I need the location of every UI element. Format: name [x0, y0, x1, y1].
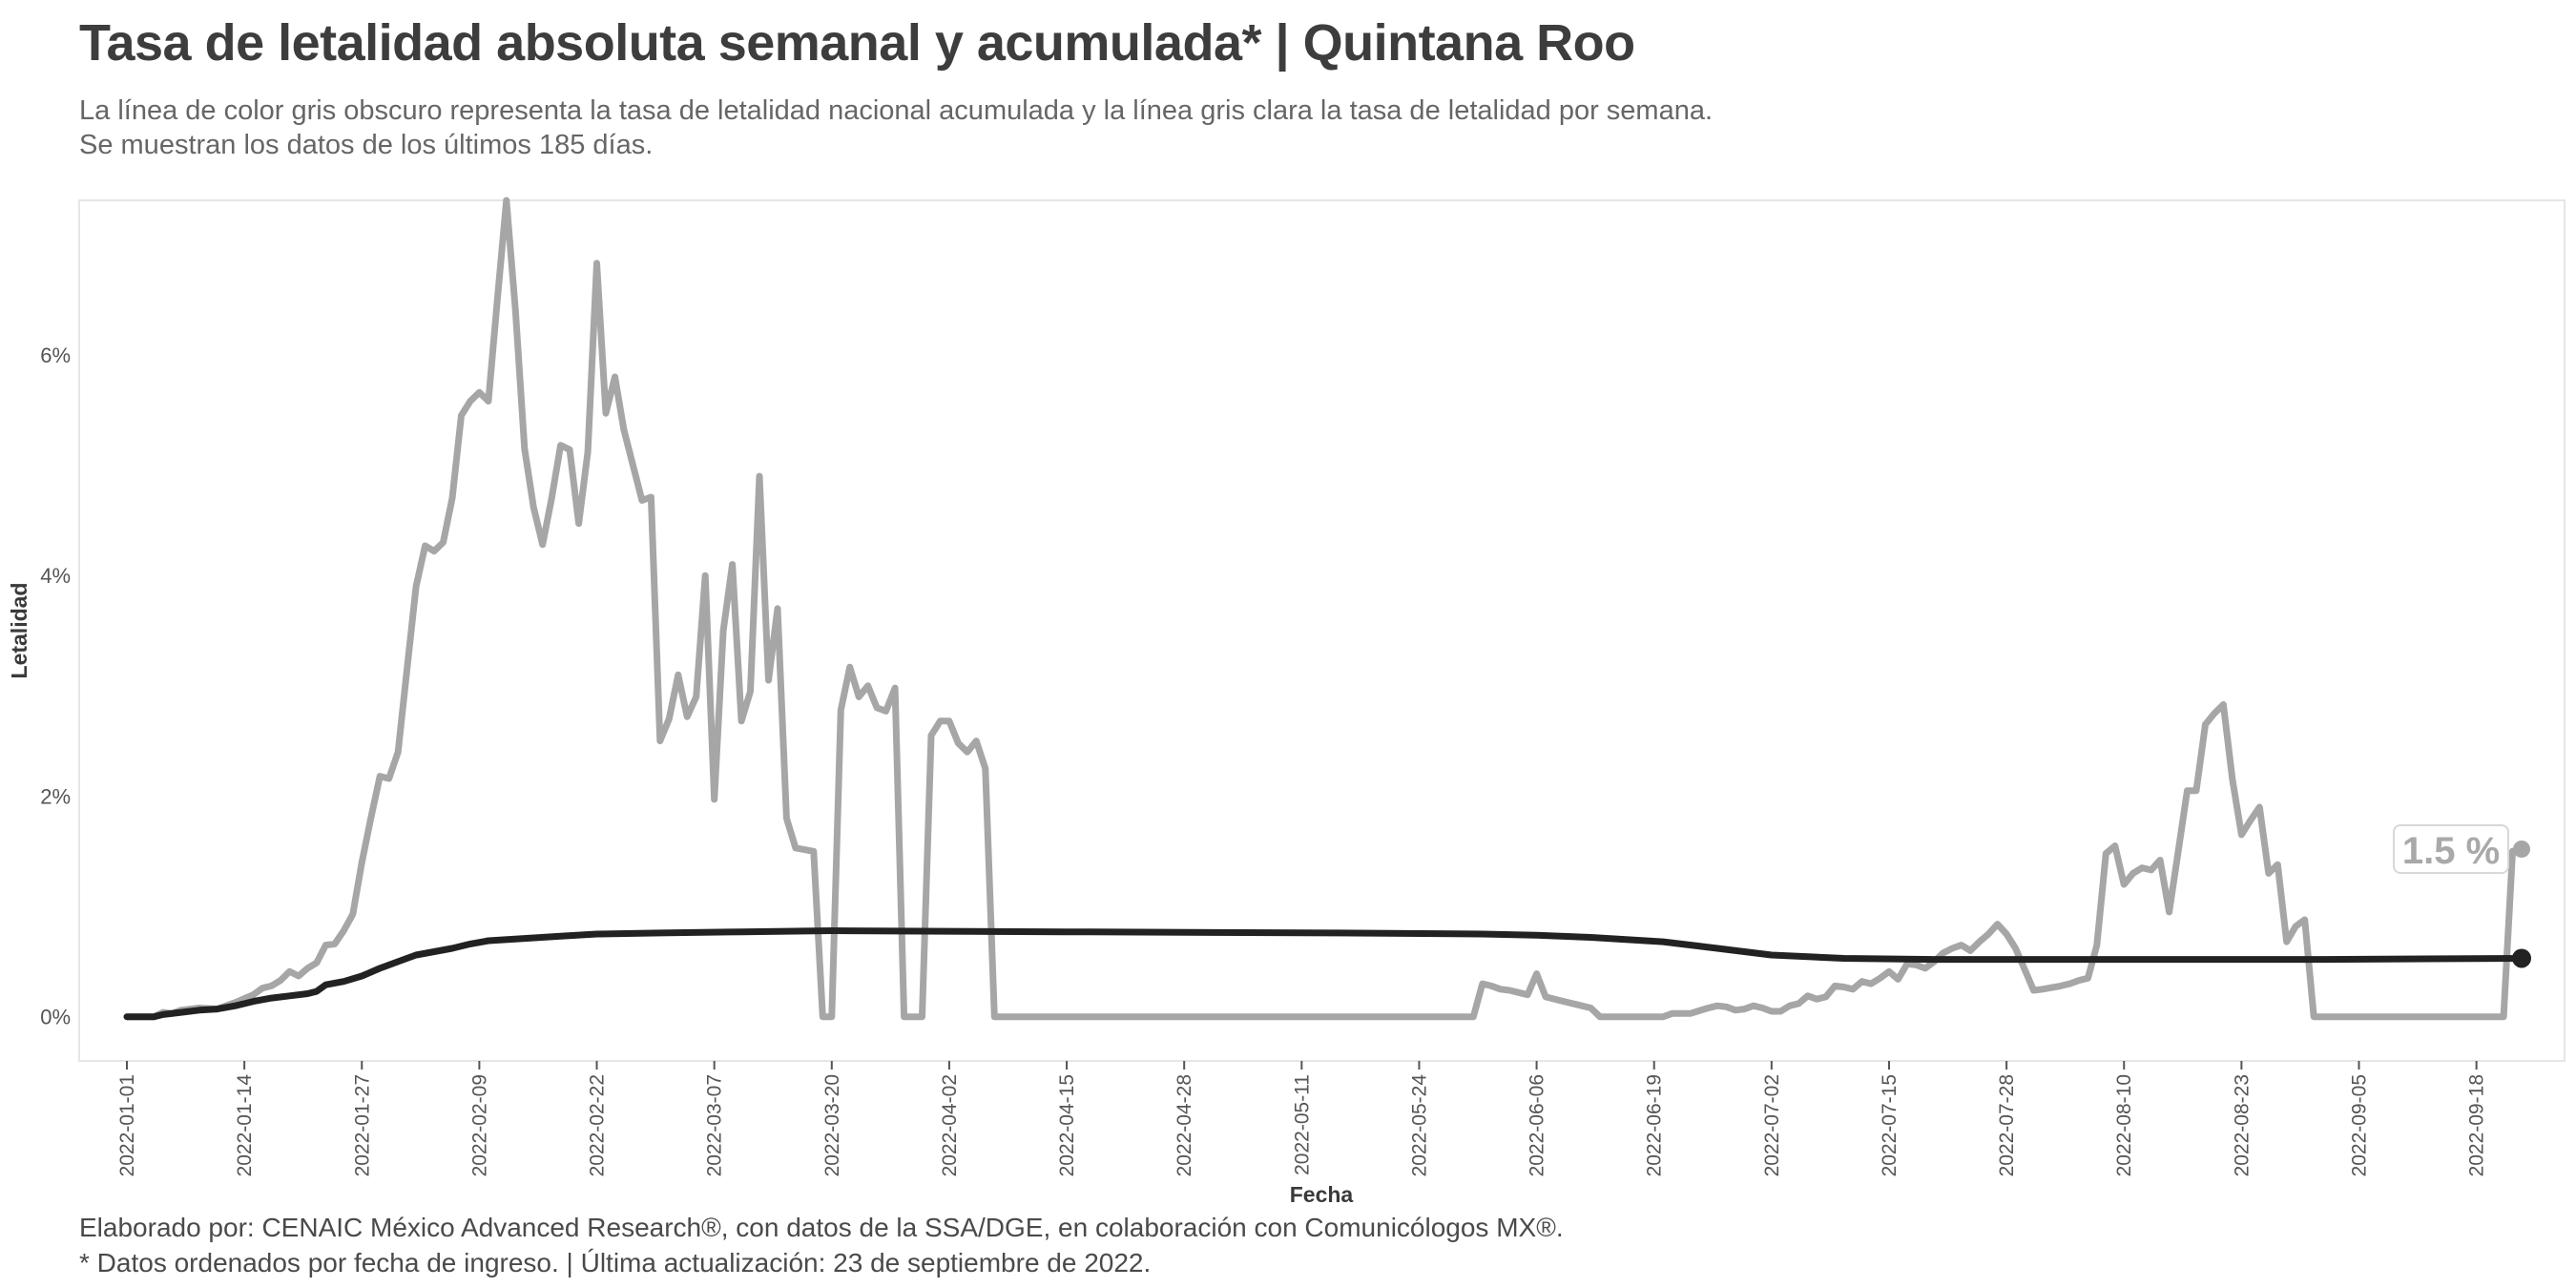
x-tick-label: 2022-08-10 [2113, 1074, 2135, 1176]
x-tick-label: 2022-09-05 [2349, 1074, 2371, 1176]
x-tick-label: 2022-02-09 [468, 1074, 490, 1176]
chart-title: Tasa de letalidad absoluta semanal y acu… [79, 14, 1635, 72]
y-tick-label: 2% [40, 784, 71, 808]
subtitle-line-1: La línea de color gris obscuro represent… [79, 95, 1714, 126]
x-tick-label: 2022-09-18 [2466, 1074, 2488, 1176]
x-tick-label: 2022-01-01 [116, 1074, 138, 1176]
x-tick-label: 2022-03-07 [704, 1074, 726, 1176]
x-axis-ticks: 2022-01-01 2022-01-14 2022-01-27 2022-02-09… [116, 1061, 2488, 1176]
x-tick-label: 2022-04-28 [1174, 1074, 1195, 1176]
x-tick-label: 2022-01-14 [234, 1074, 256, 1177]
cumulative-end-point [2512, 948, 2531, 968]
end-annotations: 1.5 % [2393, 823, 2531, 968]
x-tick-label: 2022-04-02 [939, 1074, 961, 1176]
x-tick-label: 2022-06-19 [1644, 1074, 1666, 1176]
chart-caption: Elaborado por: CENAIC México Advanced Re… [79, 1210, 1564, 1280]
series-layer [123, 197, 2525, 1021]
x-tick-label: 2022-07-28 [1996, 1074, 2018, 1176]
subtitle-line-2: Se muestran los datos de los últimos 185… [79, 130, 654, 160]
end-label-box [2393, 823, 2509, 874]
x-tick-label: 2022-06-06 [1527, 1074, 1548, 1176]
x-tick-label: 2022-07-15 [1879, 1074, 1901, 1176]
y-tick-label: 4% [40, 564, 71, 588]
end-value-label: 1.5 % [2402, 830, 2500, 872]
y-tick-label: 6% [40, 343, 71, 367]
weekly-lethality-line [123, 197, 2525, 1021]
y-axis-title: Letalidad [7, 583, 31, 679]
x-axis-title: Fecha [1290, 1182, 1354, 1207]
x-tick-label: 2022-04-15 [1056, 1074, 1078, 1176]
x-tick-label: 2022-03-20 [821, 1074, 843, 1176]
x-tick-label: 2022-01-27 [351, 1074, 373, 1176]
caption-line-2: * Datos ordenados por fecha de ingreso. … [79, 1248, 1152, 1278]
x-tick-label: 2022-05-24 [1408, 1074, 1430, 1177]
y-axis-ticks: 0% 2% 4% 6% [40, 343, 71, 1029]
chart-subtitle: La línea de color gris obscuro represent… [79, 93, 1713, 162]
weekly-end-point [2513, 840, 2530, 858]
caption-line-1: Elaborado por: CENAIC México Advanced Re… [79, 1213, 1564, 1242]
y-tick-label: 0% [40, 1006, 71, 1029]
x-tick-label: 2022-07-02 [1761, 1074, 1783, 1176]
x-tick-label: 2022-05-11 [1291, 1074, 1313, 1175]
x-tick-label: 2022-02-22 [587, 1074, 609, 1176]
x-tick-label: 2022-08-23 [2231, 1074, 2253, 1176]
cumulative-lethality-line [123, 927, 2525, 1021]
